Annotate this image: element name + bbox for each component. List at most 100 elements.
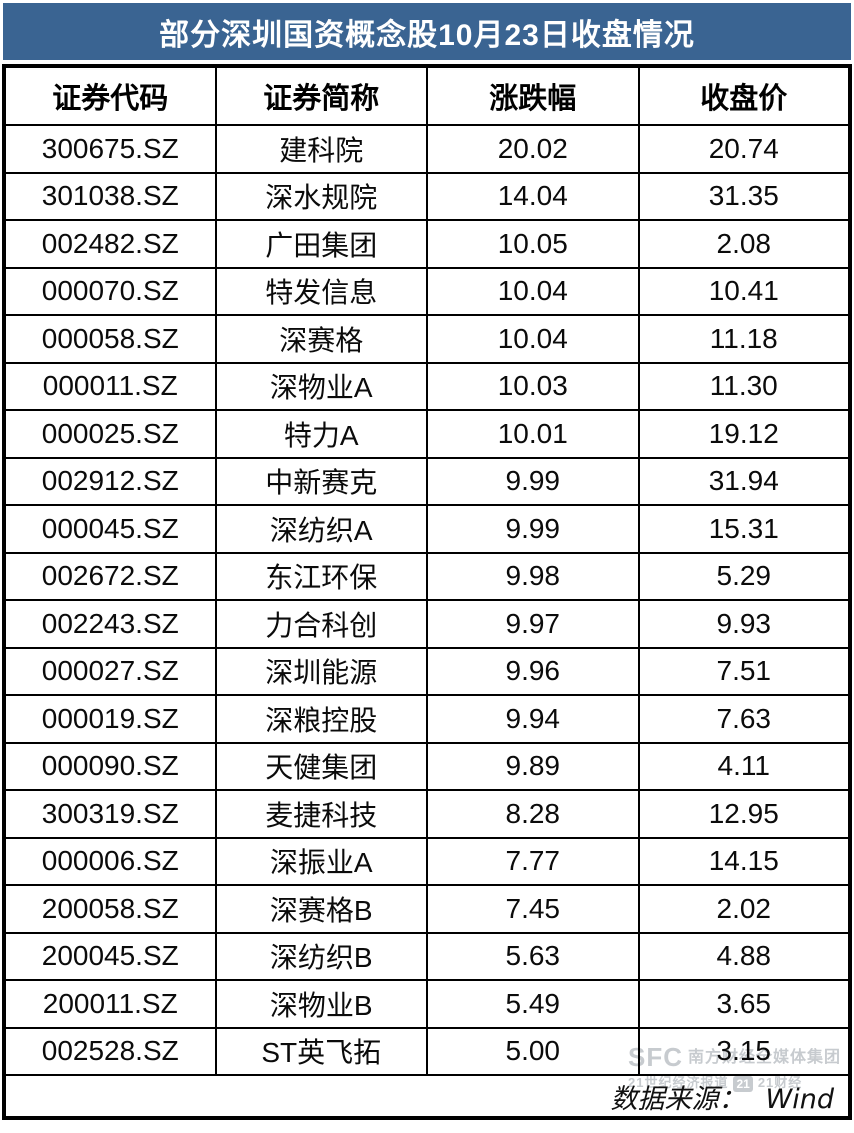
cell-closing-price: 19.12 [637, 409, 851, 459]
table-row: 301038.SZ 深水规院 14.04 31.35 [3, 171, 851, 221]
header-row: 证券代码 证券简称 涨跌幅 收盘价 [3, 65, 851, 126]
cell-security-name: 麦捷科技 [214, 789, 428, 839]
cell-change-percent: 10.04 [426, 266, 640, 316]
page-title: 部分深圳国资概念股10月23日收盘情况 [159, 18, 695, 52]
cell-change-percent: 7.45 [426, 884, 640, 934]
cell-security-code: 002672.SZ [3, 551, 217, 601]
cell-change-percent: 5.00 [426, 1026, 640, 1076]
col-header-security-code: 证券代码 [3, 65, 217, 126]
cell-security-code: 200011.SZ [3, 979, 217, 1029]
cell-security-code: 300675.SZ [3, 124, 217, 174]
cell-closing-price: 15.31 [637, 504, 851, 554]
cell-security-code: 000006.SZ [3, 836, 217, 886]
cell-change-percent: 10.05 [426, 219, 640, 269]
cell-security-name: 深振业A [214, 836, 428, 886]
cell-security-name: 深物业A [214, 361, 428, 411]
table-row: 000090.SZ 天健集团 9.89 4.11 [3, 741, 851, 791]
cell-change-percent: 9.99 [426, 504, 640, 554]
cell-security-code: 000011.SZ [3, 361, 217, 411]
cell-closing-price: 31.35 [637, 171, 851, 221]
cell-closing-price: 3.65 [637, 979, 851, 1029]
cell-security-name: 中新赛克 [214, 456, 428, 506]
cell-change-percent: 5.49 [426, 979, 640, 1029]
table-row: 000058.SZ 深赛格 10.04 11.18 [3, 314, 851, 364]
col-header-security-name: 证券简称 [214, 65, 428, 126]
col-header-change-percent: 涨跌幅 [426, 65, 640, 126]
table-row: 000011.SZ 深物业A 10.03 11.30 [3, 361, 851, 411]
table-row: 002528.SZ ST英飞拓 5.00 3.15 [3, 1026, 851, 1076]
cell-closing-price: 10.41 [637, 266, 851, 316]
cell-change-percent: 20.02 [426, 124, 640, 174]
cell-closing-price: 20.74 [637, 124, 851, 174]
cell-closing-price: 11.30 [637, 361, 851, 411]
cell-closing-price: 12.95 [637, 789, 851, 839]
title-bar: 部分深圳国资概念股10月23日收盘情况 [3, 3, 851, 60]
cell-security-name: ST英飞拓 [214, 1026, 428, 1076]
table-row: 002482.SZ 广田集团 10.05 2.08 [3, 219, 851, 269]
stocks-table: 证券代码 证券简称 涨跌幅 收盘价 300675.SZ 建科院 20.02 20.74… [2, 64, 852, 1120]
cell-security-code: 200045.SZ [3, 931, 217, 981]
table-row: 200045.SZ 深纺织B 5.63 4.88 [3, 931, 851, 981]
cell-security-name: 深圳能源 [214, 646, 428, 696]
cell-change-percent: 14.04 [426, 171, 640, 221]
cell-security-name: 建科院 [214, 124, 428, 174]
table-body: 300675.SZ 建科院 20.02 20.74 301038.SZ 深水规院 14.04… [3, 124, 851, 1076]
cell-security-code: 301038.SZ [3, 171, 217, 221]
cell-security-code: 300319.SZ [3, 789, 217, 839]
cell-security-name: 深赛格 [214, 314, 428, 364]
cell-closing-price: 4.11 [637, 741, 851, 791]
cell-closing-price: 11.18 [637, 314, 851, 364]
cell-change-percent: 7.77 [426, 836, 640, 886]
cell-change-percent: 9.96 [426, 646, 640, 696]
cell-security-code: 000090.SZ [3, 741, 217, 791]
cell-closing-price: 2.08 [637, 219, 851, 269]
cell-change-percent: 9.98 [426, 551, 640, 601]
cell-security-code: 000045.SZ [3, 504, 217, 554]
cell-change-percent: 9.99 [426, 456, 640, 506]
cell-closing-price: 9.93 [637, 599, 851, 649]
table-row: 000025.SZ 特力A 10.01 19.12 [3, 409, 851, 459]
cell-security-code: 000025.SZ [3, 409, 217, 459]
cell-security-code: 002912.SZ [3, 456, 217, 506]
data-source-value: Wind [765, 1083, 834, 1115]
cell-security-name: 深物业B [214, 979, 428, 1029]
cell-security-code: 200058.SZ [3, 884, 217, 934]
cell-security-code: 000070.SZ [3, 266, 217, 316]
cell-security-code: 002528.SZ [3, 1026, 217, 1076]
table-head: 证券代码 证券简称 涨跌幅 收盘价 [3, 65, 851, 126]
cell-change-percent: 10.03 [426, 361, 640, 411]
cell-security-name: 深赛格B [214, 884, 428, 934]
data-source: 数据来源： Wind [3, 1074, 851, 1119]
cell-closing-price: 14.15 [637, 836, 851, 886]
cell-closing-price: 4.88 [637, 931, 851, 981]
table-row: 002243.SZ 力合科创 9.97 9.93 [3, 599, 851, 649]
table-row: 002672.SZ 东江环保 9.98 5.29 [3, 551, 851, 601]
table-row: 002912.SZ 中新赛克 9.99 31.94 [3, 456, 851, 506]
cell-change-percent: 9.97 [426, 599, 640, 649]
table-row: 000045.SZ 深纺织A 9.99 15.31 [3, 504, 851, 554]
footer-row: 数据来源： Wind [3, 1074, 851, 1119]
cell-security-name: 东江环保 [214, 551, 428, 601]
cell-security-name: 特发信息 [214, 266, 428, 316]
cell-security-code: 000019.SZ [3, 694, 217, 744]
cell-closing-price: 7.51 [637, 646, 851, 696]
cell-security-name: 天健集团 [214, 741, 428, 791]
cell-closing-price: 2.02 [637, 884, 851, 934]
cell-security-name: 深纺织A [214, 504, 428, 554]
cell-change-percent: 8.28 [426, 789, 640, 839]
cell-change-percent: 10.04 [426, 314, 640, 364]
cell-security-name: 广田集团 [214, 219, 428, 269]
cell-security-code: 000058.SZ [3, 314, 217, 364]
cell-change-percent: 10.01 [426, 409, 640, 459]
cell-security-code: 000027.SZ [3, 646, 217, 696]
table-row: 300319.SZ 麦捷科技 8.28 12.95 [3, 789, 851, 839]
table-row: 000019.SZ 深粮控股 9.94 7.63 [3, 694, 851, 744]
cell-security-code: 002243.SZ [3, 599, 217, 649]
cell-security-name: 深粮控股 [214, 694, 428, 744]
cell-closing-price: 7.63 [637, 694, 851, 744]
cell-change-percent: 9.94 [426, 694, 640, 744]
table-row: 200058.SZ 深赛格B 7.45 2.02 [3, 884, 851, 934]
table-row: 000027.SZ 深圳能源 9.96 7.51 [3, 646, 851, 696]
cell-security-name: 深纺织B [214, 931, 428, 981]
